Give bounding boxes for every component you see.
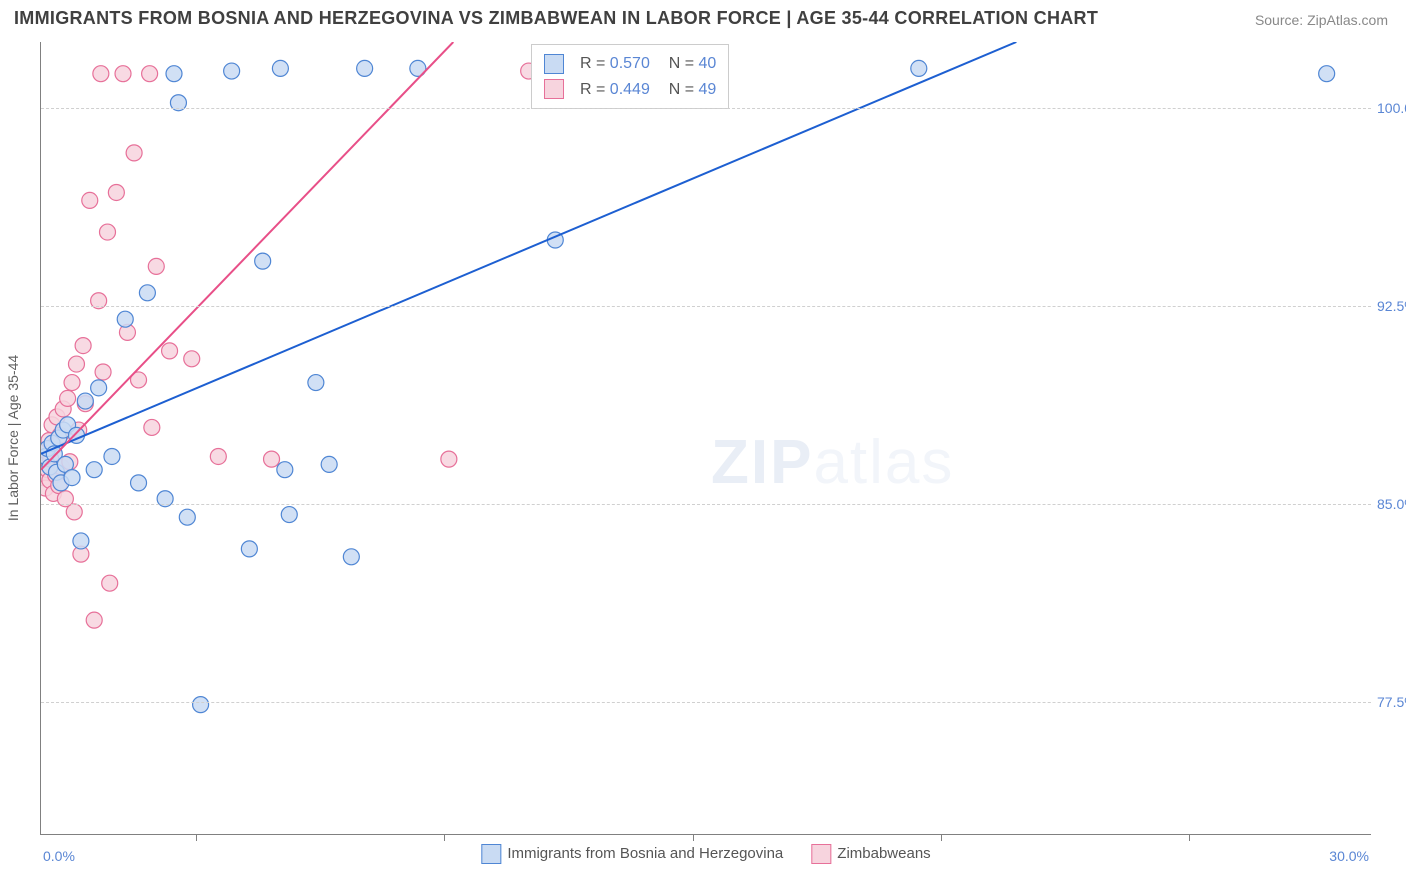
legend-bottom: Immigrants from Bosnia and Herzegovina Z… (481, 844, 930, 864)
x-tick (693, 834, 694, 841)
y-tick-label: 100.0% (1377, 100, 1406, 116)
x-tick (941, 834, 942, 841)
gridline-h (41, 108, 1371, 109)
gridline-h (41, 306, 1371, 307)
stats-n-label-0: N = 40 (660, 51, 716, 77)
x-axis-max-label: 30.0% (1329, 848, 1369, 864)
y-tick-label: 85.0% (1377, 496, 1406, 512)
stats-n-label-1: N = 49 (660, 77, 716, 103)
stats-n-0: 40 (699, 55, 717, 72)
source-label: Source: ZipAtlas.com (1255, 12, 1388, 28)
legend-label-1: Zimbabweans (837, 845, 930, 862)
x-tick (1189, 834, 1190, 841)
stats-r-1: 0.449 (610, 81, 650, 98)
legend-swatch-1 (811, 844, 831, 864)
stats-n-1: 49 (699, 81, 717, 98)
scatter-svg (41, 42, 1371, 834)
stats-r-0: 0.570 (610, 55, 650, 72)
plot-area: In Labor Force | Age 35-44 ZIPatlas R = … (40, 42, 1371, 835)
swatch-series2 (544, 79, 564, 99)
y-axis-title: In Labor Force | Age 35-44 (5, 355, 21, 521)
x-axis-min-label: 0.0% (43, 848, 75, 864)
legend-swatch-0 (481, 844, 501, 864)
x-tick (444, 834, 445, 841)
gridline-h (41, 702, 1371, 703)
gridline-h (41, 504, 1371, 505)
swatch-series1 (544, 54, 564, 74)
legend-item-0: Immigrants from Bosnia and Herzegovina (481, 844, 783, 864)
stats-r-label-1: R = 0.449 (580, 77, 650, 103)
y-tick-label: 92.5% (1377, 298, 1406, 314)
stats-row-1: R = 0.449 N = 49 (544, 77, 716, 103)
legend-item-1: Zimbabweans (811, 844, 930, 864)
x-tick (196, 834, 197, 841)
legend-label-0: Immigrants from Bosnia and Herzegovina (507, 845, 783, 862)
y-tick-label: 77.5% (1377, 694, 1406, 710)
chart-title: IMMIGRANTS FROM BOSNIA AND HERZEGOVINA V… (14, 8, 1098, 29)
stats-row-0: R = 0.570 N = 40 (544, 51, 716, 77)
stats-legend-box: R = 0.570 N = 40 R = 0.449 N = 49 (531, 44, 729, 109)
stats-r-label-0: R = 0.570 (580, 51, 650, 77)
